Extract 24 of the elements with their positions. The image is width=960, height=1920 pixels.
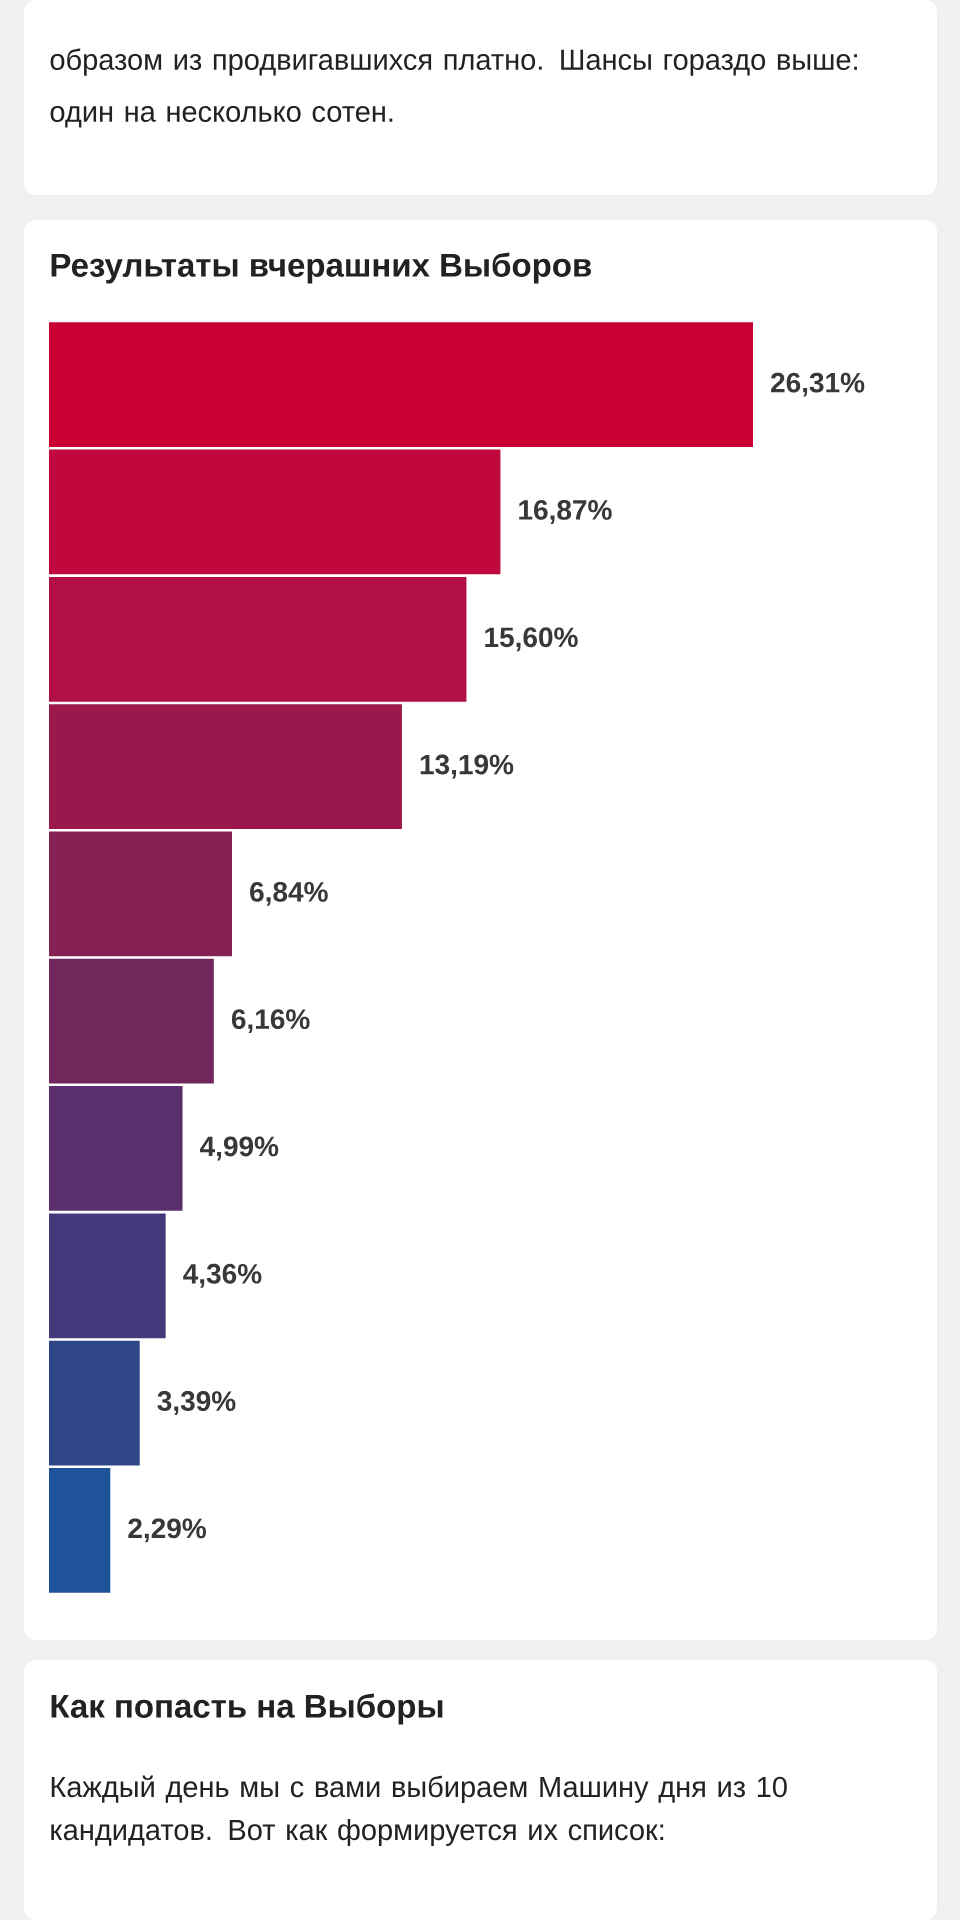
data-label: 6,16% [231,1009,310,1034]
bar [49,322,753,448]
bar [49,958,214,1084]
data-label: 15,60% [485,627,578,652]
bar [49,1468,111,1593]
text: образом из продвигавшихся платно. Шансы гораздо выше: один на несколько сотен. [50,48,857,128]
data-label: 26,31% [771,372,865,397]
data-label: 2,29% [128,1518,206,1543]
data-label: 4,99% [200,1136,279,1161]
data-label: 13,19% [420,754,514,779]
data-label: 3,39% [157,1391,236,1416]
bar [49,449,501,575]
text: Каждый день мы с вами выбираем Машину дня из 10 кандидатов. Вот как формируется их список: [51,1775,787,1846]
bar [49,704,402,829]
bar [49,831,233,957]
bar [49,1213,166,1339]
bar [49,1086,183,1211]
text: Как попасть на Выборы [51,1693,443,1725]
data-label: 16,87% [519,500,612,524]
data-label: 6,84% [250,881,328,906]
data-label: 4,36% [183,1263,262,1288]
bar [49,1340,140,1466]
bar [49,576,467,702]
chart-title: Результаты вчерашних Выборов [51,252,591,284]
